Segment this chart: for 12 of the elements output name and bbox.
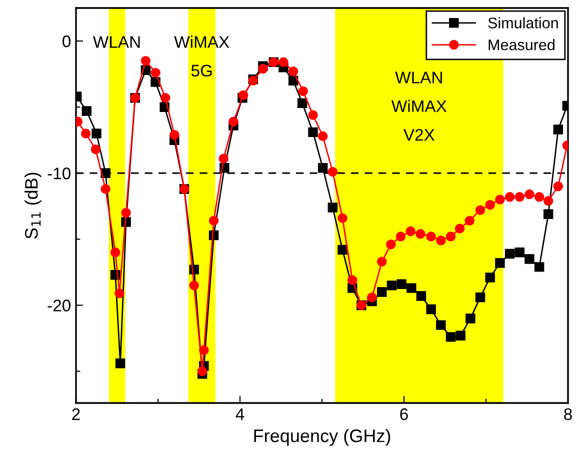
x-axis-title: Frequency (GHz) (254, 428, 390, 446)
y-axis-title: S$_{11}$ (dB) (24, 172, 42, 239)
legend-label: Simulation (488, 17, 558, 28)
x-tick-label: 6 (400, 408, 408, 420)
y-tick-label: 0 (62, 35, 70, 48)
y-tick-label: -10 (48, 168, 70, 180)
x-tick-label: 8 (564, 408, 572, 420)
legend-label: Measured (488, 39, 554, 50)
band-label: WLAN WiMAX V2X (391, 72, 447, 141)
x-tick-label: 4 (236, 408, 244, 420)
y-tick-label: -20 (48, 300, 70, 312)
x-tick-label: 2 (72, 408, 80, 420)
